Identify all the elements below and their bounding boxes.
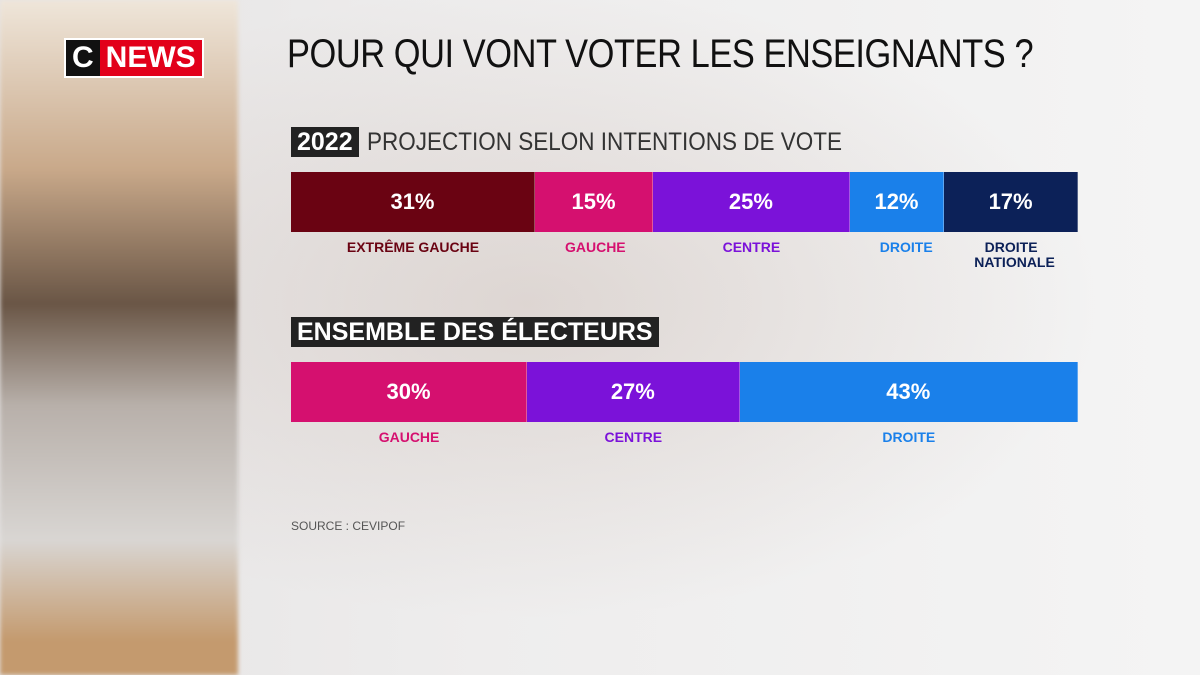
bar-segment: 25% xyxy=(653,172,850,232)
category-label: GAUCHE xyxy=(564,239,626,255)
section-heading: 2022 PROJECTION SELON INTENTIONS DE VOTE xyxy=(291,126,1078,158)
category-label: CENTRE xyxy=(722,239,781,255)
section-heading: ENSEMBLE DES ÉLECTEURS xyxy=(291,316,1078,348)
logo-c: C xyxy=(66,40,100,76)
source: SOURCE : CEVIPOF xyxy=(291,519,406,533)
bar-segment: 43% xyxy=(739,362,1078,422)
section-badge: ENSEMBLE DES ÉLECTEURS xyxy=(291,317,659,347)
category-labels: EXTRÊME GAUCHE GAUCHE CENTRE DROITE DROITE N… xyxy=(291,240,1078,270)
bar-segment: 15% xyxy=(534,172,654,232)
stacked-bar: 31% 15% 25% 12% 17% xyxy=(291,172,1078,232)
logo: C NEWS xyxy=(64,38,204,78)
category-label: DROITE xyxy=(879,239,933,255)
bar-segment: 30% xyxy=(291,362,528,422)
category-labels: GAUCHE CENTRE DROITE xyxy=(291,430,1078,445)
bar-segment: 12% xyxy=(849,172,945,232)
title: POUR QUI VONT VOTER LES ENSEIGNANTS ? xyxy=(287,32,1034,76)
category-label: DROITE xyxy=(882,429,936,445)
section-badge: 2022 xyxy=(291,127,359,157)
category-label: GAUCHE xyxy=(378,429,440,445)
bar-segment: 17% xyxy=(944,172,1078,232)
chart: ENSEMBLE DES ÉLECTEURS 30% 27% 43% GAUCHE CEN… xyxy=(291,316,1078,445)
bar-segment: 27% xyxy=(527,362,740,422)
bar-segment: 31% xyxy=(291,172,535,232)
background-photo xyxy=(0,0,238,675)
category-label: CENTRE xyxy=(604,429,663,445)
section-title: PROJECTION SELON INTENTIONS DE VOTE xyxy=(366,127,842,156)
stacked-bar: 30% 27% 43% xyxy=(291,362,1078,422)
chart: 2022 PROJECTION SELON INTENTIONS DE VOTE 3… xyxy=(291,126,1078,270)
logo-news: NEWS xyxy=(99,40,202,76)
category-label: EXTRÊME GAUCHE xyxy=(346,239,480,255)
category-label: DROITE NATIONALE xyxy=(974,239,1055,270)
